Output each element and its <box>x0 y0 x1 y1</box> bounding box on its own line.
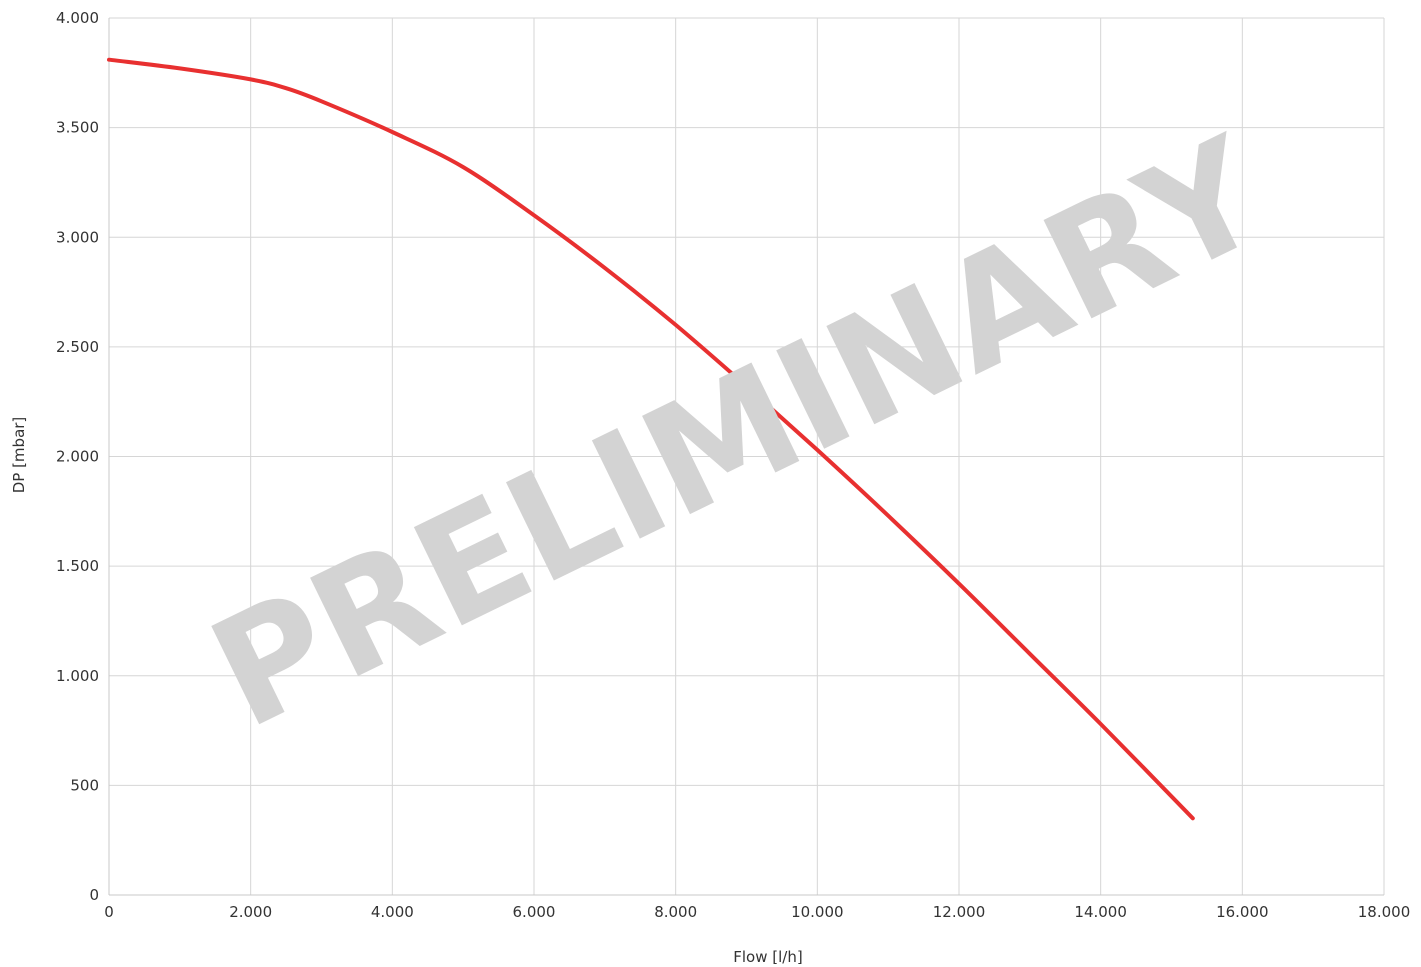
x-tick-label: 12.000 <box>933 903 986 921</box>
x-tick-label: 2.000 <box>229 903 272 921</box>
y-tick-label: 2.500 <box>56 338 99 356</box>
x-tick-label: 8.000 <box>654 903 697 921</box>
x-tick-label: 16.000 <box>1216 903 1269 921</box>
watermark-preliminary: PRELIMINARY <box>186 105 1291 763</box>
y-tick-labels: 0 500 1.000 1.500 2.000 2.500 3.000 3.500 4.000 <box>56 9 99 904</box>
y-tick-label: 1.000 <box>56 667 99 685</box>
x-tick-labels: 0 2.000 4.000 6.000 8.000 10.000 12.000 14.000 1… <box>104 903 1410 921</box>
y-tick-label: 4.000 <box>56 9 99 27</box>
series-layer <box>107 57 1195 821</box>
x-tick-label: 4.000 <box>371 903 414 921</box>
y-tick-label: 500 <box>70 776 99 794</box>
y-tick-label: 0 <box>89 886 99 904</box>
x-tick-label: 10.000 <box>791 903 844 921</box>
axes <box>108 18 1384 896</box>
x-tick-label: 18.000 <box>1358 903 1411 921</box>
series-line <box>107 57 1195 821</box>
x-tick-label: 14.000 <box>1074 903 1127 921</box>
y-tick-label: 3.500 <box>56 119 99 137</box>
y-tick-label: 3.000 <box>56 228 99 246</box>
y-tick-label: 1.500 <box>56 557 99 575</box>
x-tick-label: 0 <box>104 903 114 921</box>
y-axis-title: DP [mbar] <box>10 417 28 494</box>
x-axis-title: Flow [l/h] <box>733 948 802 966</box>
x-tick-label: 6.000 <box>513 903 556 921</box>
y-tick-label: 2.000 <box>56 448 99 466</box>
grid <box>109 17 1385 895</box>
